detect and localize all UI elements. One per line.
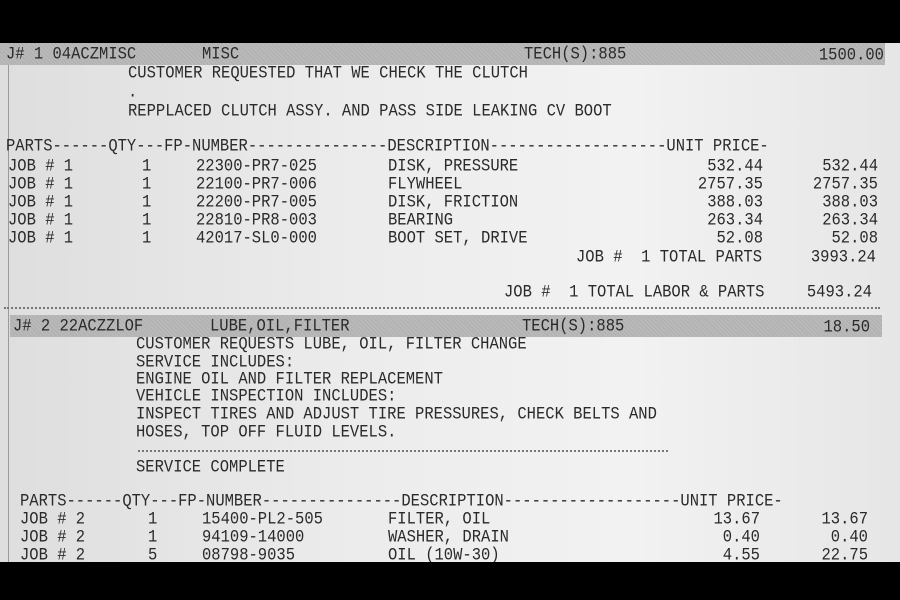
part-unit-price: 4.55 — [722, 544, 760, 566]
job-2-note: CUSTOMER REQUESTS LUBE, OIL, FILTER CHAN… — [136, 333, 527, 355]
part-total: 13.67 — [821, 508, 868, 530]
part-number: 22810-PR8-003 — [196, 209, 317, 231]
photo-border-bottom — [0, 562, 900, 600]
invoice-paper — [0, 43, 900, 562]
part-qty: 1 — [148, 508, 158, 530]
part-number: 42017-SL0-000 — [196, 227, 317, 249]
part-job: JOB # 2 — [20, 544, 86, 566]
part-qty: 1 — [142, 227, 152, 249]
part-description: WASHER, DRAIN — [388, 526, 509, 548]
part-qty: 1 — [148, 526, 158, 548]
paper-edge — [8, 43, 9, 562]
job-1-total-parts-label: JOB # 1 TOTAL PARTS — [576, 246, 763, 268]
part-unit-price: 52.08 — [716, 227, 763, 249]
part-description: BOOT SET, DRIVE — [388, 227, 528, 249]
part-unit-price: 2757.35 — [697, 173, 763, 195]
part-number: 22200-PR7-005 — [196, 191, 317, 213]
part-unit-price: 388.03 — [707, 191, 763, 213]
job-1-labor-amount: 1500.00 — [818, 44, 884, 66]
job-2-note: ENGINE OIL AND FILTER REPLACEMENT — [136, 368, 443, 390]
part-unit-price: 0.40 — [722, 526, 760, 548]
job-1-total-parts: 3993.24 — [810, 246, 876, 268]
job-1-header-band — [0, 43, 885, 65]
job-1-note: CUSTOMER REQUESTED THAT WE CHECK THE CLU… — [128, 62, 528, 84]
job-2-note: SERVICE INCLUDES: — [136, 351, 295, 373]
part-total: 263.34 — [822, 209, 878, 231]
part-job: JOB # 2 — [20, 508, 86, 530]
job-2-code: J# 2 22ACZZLOF — [13, 315, 144, 337]
part-job: JOB # 1 — [8, 155, 74, 177]
part-job: JOB # 1 — [8, 191, 74, 213]
part-job: JOB # 1 — [8, 173, 74, 195]
job-2-operation: LUBE,OIL,FILTER — [210, 315, 350, 337]
job-2-header-band — [10, 315, 882, 337]
part-total: 52.08 — [831, 227, 878, 249]
job-2-status: SERVICE COMPLETE — [136, 456, 285, 478]
part-job: JOB # 1 — [8, 209, 74, 231]
job-1-tech: TECH(S):885 — [524, 43, 627, 65]
part-description: DISK, FRICTION — [388, 191, 519, 213]
part-total: 532.44 — [822, 155, 878, 177]
part-unit-price: 263.34 — [707, 209, 763, 231]
part-total: 2757.35 — [812, 173, 878, 195]
part-qty: 1 — [142, 209, 152, 231]
job-2-parts-header: PARTS------QTY---FP-NUMBER--------------… — [20, 490, 783, 512]
part-description: BEARING — [388, 209, 454, 231]
part-number: 15400-PL2-505 — [202, 508, 323, 530]
job-2-note: HOSES, TOP OFF FLUID LEVELS. — [136, 421, 397, 443]
part-description: OIL (10W-30) — [388, 544, 500, 566]
part-number: 08798-9035 — [202, 544, 296, 566]
part-description: DISK, PRESSURE — [388, 155, 519, 177]
part-description: FILTER, OIL — [388, 508, 491, 530]
part-qty: 1 — [142, 155, 152, 177]
part-unit-price: 532.44 — [707, 155, 763, 177]
part-total: 0.40 — [830, 526, 868, 548]
part-number: 94109-14000 — [202, 526, 305, 548]
notes-divider — [138, 450, 668, 452]
part-qty: 1 — [142, 173, 152, 195]
part-number: 22300-PR7-025 — [196, 155, 317, 177]
part-qty: 5 — [148, 544, 158, 566]
job-1-note: . — [128, 81, 138, 103]
job-1-code: J# 1 04ACZMISC — [6, 43, 137, 65]
part-unit-price: 13.67 — [713, 508, 760, 530]
part-description: FLYWHEEL — [388, 173, 463, 195]
job-1-note: REPPLACED CLUTCH ASSY. AND PASS SIDE LEA… — [128, 100, 612, 122]
job-1-operation: MISC — [202, 43, 240, 65]
job-2-note: VEHICLE INSPECTION INCLUDES: — [136, 385, 397, 407]
job-1-total-labor-parts: 5493.24 — [806, 281, 872, 303]
part-number: 22100-PR7-006 — [196, 173, 317, 195]
part-job: JOB # 1 — [8, 227, 74, 249]
section-divider — [4, 307, 880, 309]
part-total: 22.75 — [821, 544, 868, 566]
job-1-total-labor-parts-label: JOB # 1 TOTAL LABOR & PARTS — [504, 281, 765, 303]
part-qty: 1 — [142, 191, 152, 213]
part-job: JOB # 2 — [20, 526, 86, 548]
job-2-note: INSPECT TIRES AND ADJUST TIRE PRESSURES,… — [136, 403, 657, 425]
job-2-tech: TECH(S):885 — [522, 315, 625, 337]
part-total: 388.03 — [822, 191, 878, 213]
job-1-parts-header: PARTS------QTY---FP-NUMBER--------------… — [6, 135, 769, 157]
job-2-labor-amount: 18.50 — [823, 316, 870, 338]
